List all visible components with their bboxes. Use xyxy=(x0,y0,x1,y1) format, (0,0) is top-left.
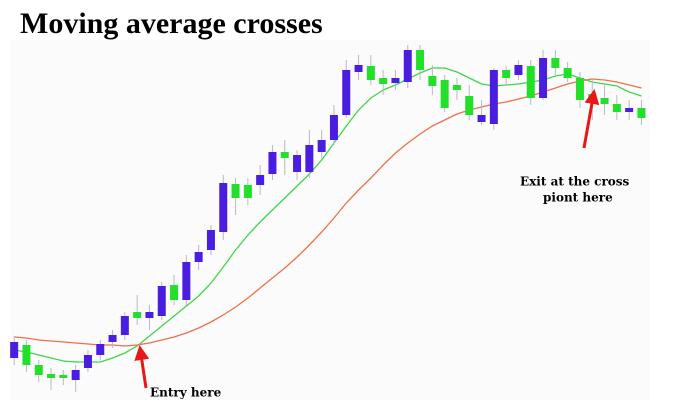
candle-body xyxy=(391,78,400,83)
candle-body xyxy=(428,76,437,86)
candle-body xyxy=(133,312,142,318)
candle-body xyxy=(317,140,326,152)
candle-body xyxy=(416,50,425,70)
candle-body xyxy=(157,286,166,316)
candle-body xyxy=(612,104,621,112)
candle-body xyxy=(600,98,609,104)
candle-body xyxy=(182,262,191,300)
candle-body xyxy=(379,78,388,84)
candle-body xyxy=(526,66,535,98)
candle-body xyxy=(59,375,68,378)
candle-body xyxy=(47,374,56,378)
candle-body xyxy=(10,342,19,358)
candle-body xyxy=(120,316,129,335)
annotation: Exit at the cross xyxy=(520,175,630,189)
candle-body xyxy=(34,365,43,375)
candle-body xyxy=(219,183,228,232)
candle-body xyxy=(563,68,572,78)
candle-body xyxy=(243,185,252,198)
exit-arrow xyxy=(582,89,600,149)
candle-body xyxy=(293,155,302,172)
candle-body xyxy=(170,285,179,300)
candle-body xyxy=(440,80,449,108)
candle-body xyxy=(502,70,511,78)
candle-body xyxy=(477,115,486,122)
candle-body xyxy=(637,108,646,118)
candle-body xyxy=(305,145,314,172)
candle-body xyxy=(452,85,461,90)
candle-body xyxy=(96,344,105,355)
candle-body xyxy=(329,115,338,140)
candle-body xyxy=(354,65,363,72)
candle-body xyxy=(489,70,498,124)
candle-body xyxy=(551,58,560,68)
candle-body xyxy=(108,335,117,342)
candle-body xyxy=(71,370,80,380)
candle-body xyxy=(145,312,154,318)
marks xyxy=(10,45,646,392)
candle-body xyxy=(22,345,31,365)
annotation: piont here xyxy=(543,191,613,205)
chart-title: Moving average crosses xyxy=(20,7,323,40)
candle-body xyxy=(539,58,548,98)
moving-average-line xyxy=(14,78,642,347)
annotation: Entry here xyxy=(150,386,222,400)
candle-body xyxy=(206,230,215,250)
entry-arrow xyxy=(134,345,150,389)
candle-body xyxy=(342,70,351,115)
candle-body xyxy=(366,66,375,80)
candle-body xyxy=(194,252,203,262)
candle-body xyxy=(625,108,634,112)
candle-body xyxy=(514,65,523,75)
moving-average-line xyxy=(14,67,642,363)
candle-body xyxy=(231,184,240,198)
candle-body xyxy=(83,355,92,368)
candle-body xyxy=(256,175,265,185)
candle-body xyxy=(403,50,412,82)
candle-body xyxy=(575,78,584,100)
plot-area xyxy=(10,40,650,400)
candle-body xyxy=(268,152,277,174)
candle-body xyxy=(280,152,289,158)
candle-body xyxy=(465,96,474,115)
